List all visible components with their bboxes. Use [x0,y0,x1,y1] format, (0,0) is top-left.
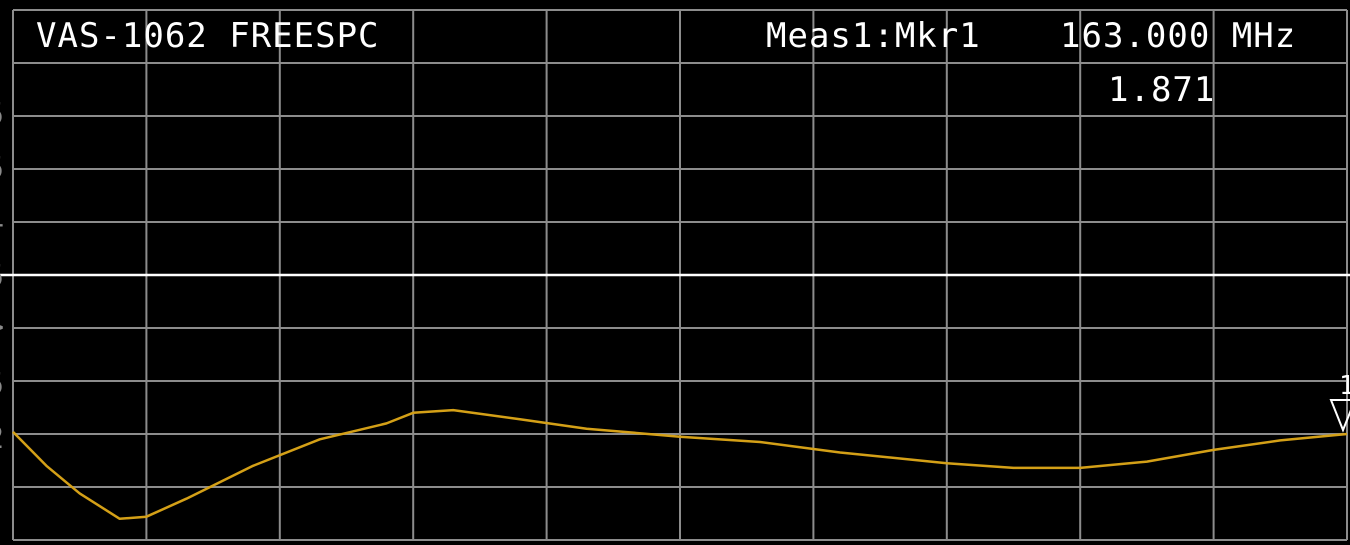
left-scale-label: 4 [0,208,4,238]
instrument-title: VAS-1062 FREESPC [36,16,380,56]
marker-number: 1 [1339,371,1350,401]
left-scale-label: 5 [0,154,4,184]
left-scale-label: 5 [0,262,4,292]
marker-value: 1.871 [1108,70,1216,110]
left-scale-label: 5 [0,370,4,400]
marker-frequency: 163.000 MHz [1060,16,1297,56]
marker-label: Meas1:Mkr1 [766,16,981,56]
trace-line [12,408,1348,521]
marker-triangle-icon [1329,399,1350,433]
left-scale-label: 5 [0,100,4,130]
left-scale-label: > [0,313,4,343]
left-scale-label: 2 [0,424,4,454]
